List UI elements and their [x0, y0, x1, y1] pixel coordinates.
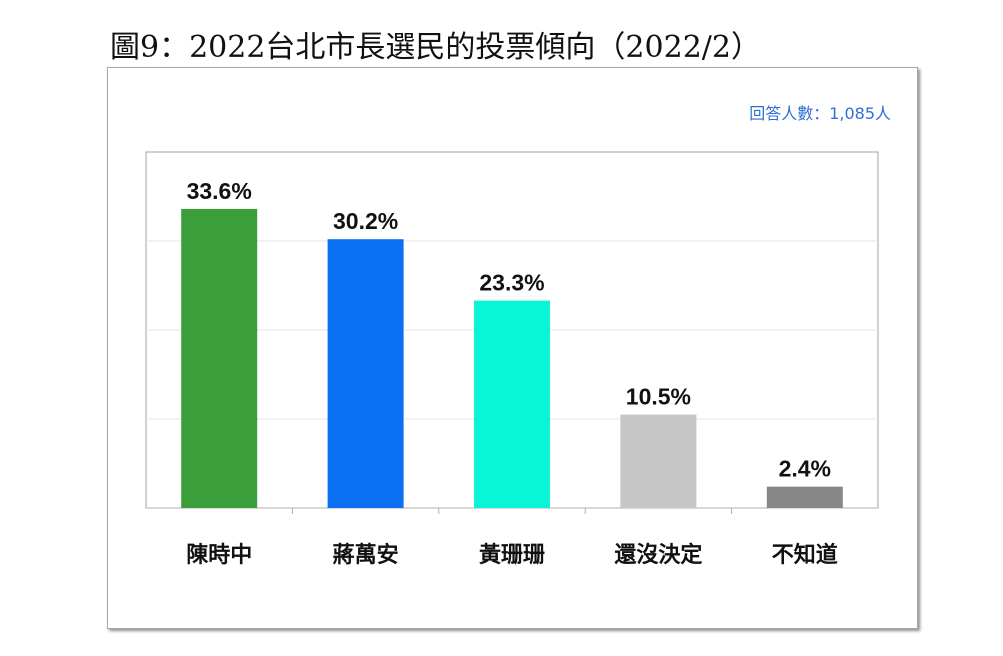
data-label-4: 10.5% — [626, 384, 691, 410]
bar-2 — [327, 239, 404, 508]
bar-1 — [181, 208, 258, 508]
data-label-5: 2.4% — [779, 456, 831, 482]
category-label-4: 還沒決定 — [614, 542, 702, 568]
bar-chart: 33.6% 30.2% 23.3% 10.5% 2.4% 陳時中 蔣萬安 黃珊珊 還沒決定 不知… — [145, 151, 879, 568]
data-label-2: 30.2% — [333, 208, 398, 234]
bar-4 — [620, 414, 697, 508]
category-label-1: 陳時中 — [186, 542, 252, 568]
respondent-count: 回答人數：1,085人 — [749, 104, 891, 123]
category-label-5: 不知道 — [772, 542, 838, 568]
category-labels: 陳時中 蔣萬安 黃珊珊 還沒決定 不知道 — [186, 542, 838, 568]
data-labels: 33.6% 30.2% 23.3% 10.5% 2.4% — [187, 178, 831, 482]
data-label-1: 33.6% — [187, 178, 252, 204]
bar-3 — [474, 300, 550, 508]
category-label-2: 蔣萬安 — [333, 542, 399, 568]
category-label-3: 黃珊珊 — [479, 542, 545, 568]
data-label-3: 23.3% — [479, 270, 544, 296]
page-title: 圖9：2022台北市長選民的投票傾向（2022/2） — [110, 30, 761, 65]
bar-5 — [766, 486, 843, 508]
chart-frame: 回答人數：1,085人 33.6% 30.2% 23.3% 10.5% 2.4% 陳時中… — [107, 67, 918, 629]
bars — [181, 208, 843, 508]
